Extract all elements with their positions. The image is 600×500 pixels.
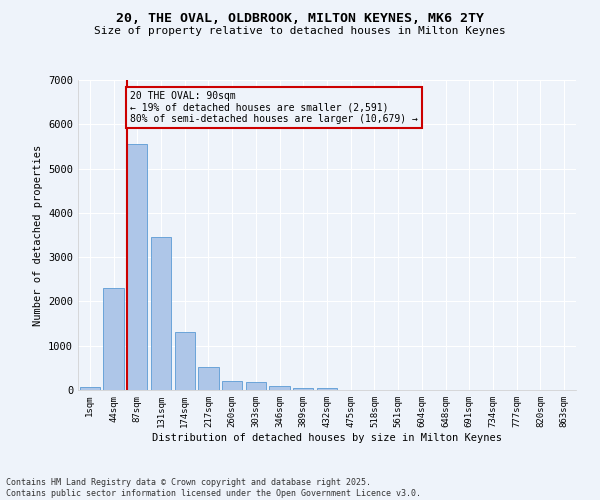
Text: Size of property relative to detached houses in Milton Keynes: Size of property relative to detached ho… [94,26,506,36]
Text: Contains HM Land Registry data © Crown copyright and database right 2025.
Contai: Contains HM Land Registry data © Crown c… [6,478,421,498]
Bar [317,388,337,390]
Bar [175,332,195,390]
Bar [80,387,100,390]
Text: 20 THE OVAL: 90sqm
← 19% of detached houses are smaller (2,591)
80% of semi-deta: 20 THE OVAL: 90sqm ← 19% of detached hou… [130,91,418,124]
Text: 20, THE OVAL, OLDBROOK, MILTON KEYNES, MK6 2TY: 20, THE OVAL, OLDBROOK, MILTON KEYNES, M… [116,12,484,26]
Bar [103,288,124,390]
Bar [151,237,171,390]
Bar [127,144,148,390]
Bar [222,380,242,390]
Y-axis label: Number of detached properties: Number of detached properties [32,144,43,326]
Bar [293,388,313,390]
X-axis label: Distribution of detached houses by size in Milton Keynes: Distribution of detached houses by size … [152,432,502,442]
Bar [199,366,218,390]
Bar [246,382,266,390]
Bar [269,386,290,390]
